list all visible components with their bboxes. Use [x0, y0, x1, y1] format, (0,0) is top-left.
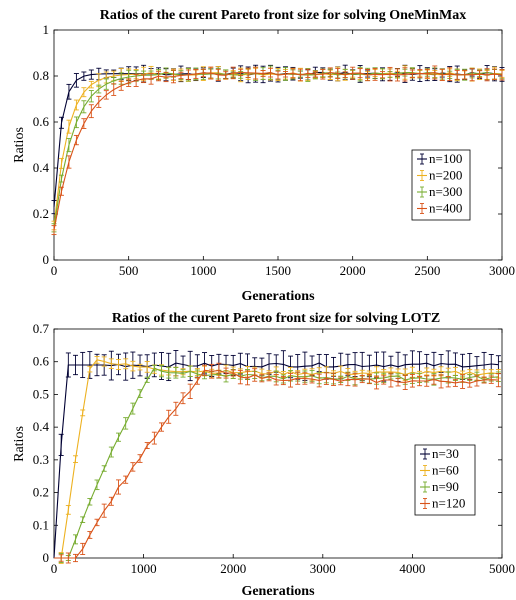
legend: n=30 n=60n=90 n=120 [414, 444, 476, 516]
y-tick-label: 0.1 [33, 517, 49, 532]
y-tick-label: 0.4 [33, 160, 50, 175]
chart-title: Ratios of the curent Pareto front size f… [112, 311, 440, 326]
tick-group: 0 500 1000 1500 2000 2500 3000 0 0.2 0.4 0.6 0.8 1 [33, 22, 515, 278]
y-tick-label: 0.8 [33, 68, 49, 83]
series-line [53, 71, 503, 231]
legend-label: n=90 [432, 479, 459, 494]
x-tick-label: 3000 [489, 263, 515, 278]
y-tick-label: 0 [43, 252, 50, 267]
y-axis-label: Ratios [12, 426, 27, 462]
chart-top: Ratios of the curent Pareto front size f… [12, 8, 515, 304]
series-line [54, 369, 499, 559]
legend-label: n=300 [429, 184, 462, 199]
y-tick-label: 0.4 [33, 419, 50, 434]
x-axis-label: Generations [241, 289, 315, 304]
y-tick-label: 0.3 [33, 452, 49, 467]
x-tick-label: 2000 [340, 263, 366, 278]
legend-label: n=30 [432, 446, 459, 461]
x-tick-label: 5000 [489, 561, 515, 576]
x-tick-label: 3000 [310, 561, 336, 576]
x-tick-label: 1000 [131, 561, 157, 576]
x-tick-label: 2000 [220, 561, 246, 576]
plot-area [53, 29, 503, 261]
y-axis-label: Ratios [12, 127, 27, 163]
x-tick-label: 1500 [265, 263, 291, 278]
legend-label: n=200 [429, 168, 462, 183]
y-tick-label: 0.6 [33, 354, 50, 369]
y-tick-label: 0.2 [33, 485, 49, 500]
y-tick-label: 0.2 [33, 206, 49, 221]
x-tick-label: 2500 [414, 263, 440, 278]
x-tick-label: 4000 [399, 561, 425, 576]
x-axis-label: Generations [241, 584, 315, 599]
plot-area [53, 328, 503, 559]
series-line [53, 362, 499, 559]
x-tick-label: 1000 [190, 263, 216, 278]
y-tick-label: 1 [43, 22, 50, 37]
x-tick-label: 500 [119, 263, 139, 278]
legend-label: n=100 [429, 151, 462, 166]
x-tick-label: 0 [51, 561, 58, 576]
y-tick-label: 0.5 [33, 386, 49, 401]
y-tick-label: 0.7 [33, 321, 50, 336]
chart-bottom: Ratios of the curent Pareto front size f… [12, 311, 515, 599]
chart-title: Ratios of the curent Pareto front size f… [100, 8, 466, 23]
series-group [53, 349, 501, 564]
tick-group: 0 1000 2000 3000 4000 5000 0 0.1 0.2 0.3 0.4 0.5 0.6… [33, 321, 515, 576]
y-tick-label: 0 [43, 550, 50, 565]
x-tick-label: 0 [51, 263, 58, 278]
y-tick-label: 0.6 [33, 114, 50, 129]
series-group [51, 64, 505, 236]
legend-label: n=120 [432, 496, 465, 511]
legend-label: n=60 [432, 463, 459, 478]
legend-label: n=400 [429, 201, 462, 216]
